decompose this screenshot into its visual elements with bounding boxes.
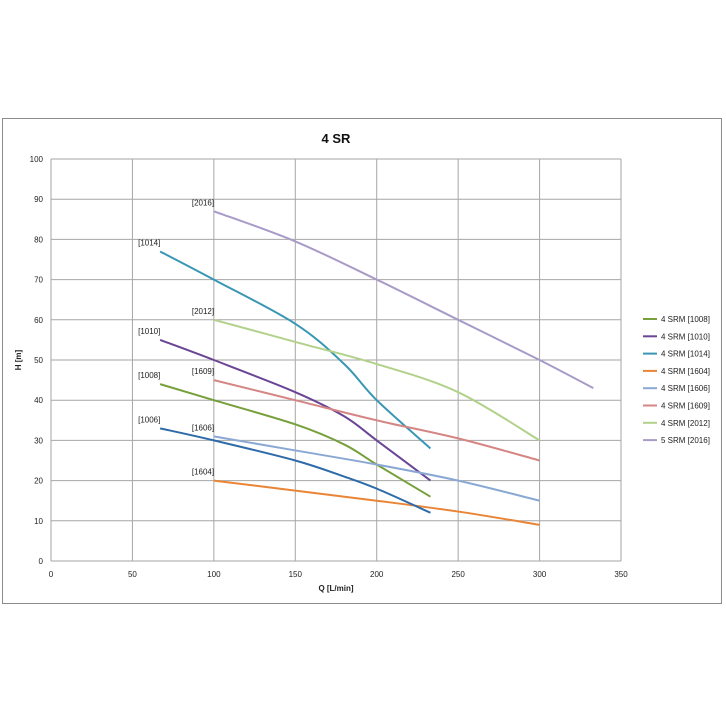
series-line-5-srm-2016 (213, 210, 594, 390)
y-axis-label: H [m] (14, 349, 23, 370)
y-tick-label: 70 (34, 276, 43, 285)
series-line-4-srm-1609 (213, 379, 540, 462)
x-tick-label: 300 (533, 570, 547, 579)
series-line-1006 (159, 427, 431, 514)
x-tick-label: 50 (128, 570, 137, 579)
x-tick-label: 150 (289, 570, 303, 579)
series-annotation: [1006] (138, 415, 160, 424)
legend: 4 SRM [1008] 4 SRM [1010] 4 SRM [1014] 4 SR… (643, 315, 710, 445)
axes: 0 50 100 150 200 250 300 350 0 10 20 30 40 50 60 70 80 90… (30, 155, 629, 579)
x-tick-label: 0 (49, 570, 54, 579)
series-line-4-srm-1606 (213, 435, 540, 502)
series-line-4-srm-2012 (213, 318, 541, 442)
series-annotation: [1609] (192, 367, 214, 376)
series-line-4-srm-1604 (213, 479, 540, 526)
series-annotation: [1014] (138, 238, 160, 247)
legend-label: 4 SRM [1606] (661, 384, 710, 393)
x-tick-label: 250 (451, 570, 465, 579)
series-line-4-srm-1010 (159, 338, 432, 482)
series-annotation: [1010] (138, 327, 160, 336)
y-tick-label: 30 (34, 436, 43, 445)
y-tick-label: 20 (34, 477, 43, 486)
legend-label: 4 SRM [1010] (661, 332, 710, 341)
legend-label: 4 SRM [2012] (661, 419, 710, 428)
series-annotation: [1008] (138, 371, 160, 380)
x-tick-label: 200 (370, 570, 384, 579)
x-tick-label: 350 (614, 570, 628, 579)
chart-svg: 4 SR 0 50 100 150 200 250 300 350 0 10 20 30 40 50 60 7… (14, 131, 710, 593)
y-tick-label: 40 (34, 396, 43, 405)
chart-title: 4 SR (322, 131, 352, 146)
x-tick-label: 100 (207, 570, 221, 579)
y-tick-label: 100 (30, 155, 44, 164)
legend-label: 4 SRM [1014] (661, 350, 710, 359)
legend-label: 4 SRM [1008] (661, 315, 710, 324)
x-axis-label: Q [L/min] (318, 584, 353, 593)
series-line-4-srm-1014 (159, 250, 432, 450)
annotations: [1014] [2016] [2012] [1010] [1609] [1008] [100… (138, 198, 214, 476)
y-tick-label: 50 (34, 356, 43, 365)
y-tick-label: 0 (39, 557, 44, 566)
series-annotation: [1604] (192, 468, 214, 477)
series-annotation: [2012] (192, 307, 214, 316)
y-tick-label: 10 (34, 517, 43, 526)
y-tick-label: 60 (34, 316, 43, 325)
grid (50, 158, 622, 562)
legend-label: 5 SRM [2016] (661, 436, 710, 445)
legend-label: 4 SRM [1604] (661, 367, 710, 376)
y-tick-label: 80 (34, 235, 43, 244)
series-annotation: [2016] (192, 198, 214, 207)
chart-frame: 4 SR 0 50 100 150 200 250 300 350 0 10 20 30 40 50 60 7… (2, 118, 722, 604)
y-tick-label: 90 (34, 195, 43, 204)
series-annotation: [1606] (192, 423, 214, 432)
legend-label: 4 SRM [1609] (661, 402, 710, 411)
series-layer (159, 210, 594, 526)
